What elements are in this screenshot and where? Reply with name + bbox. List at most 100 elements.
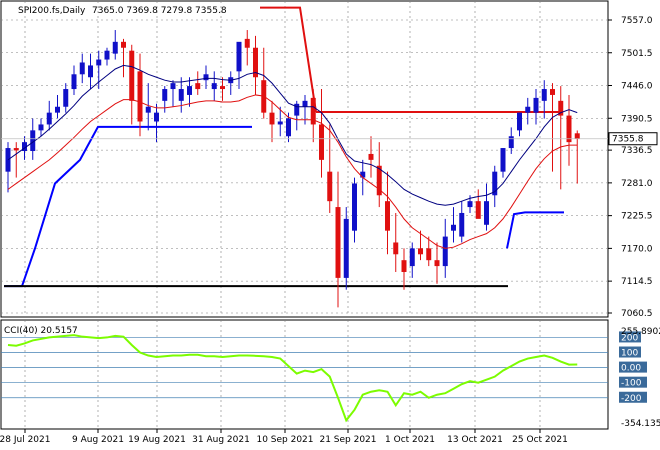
date-tick-label: 10 Sep 2021 [256, 435, 313, 445]
candle-body [203, 74, 209, 81]
candle-body [409, 248, 415, 267]
candle-body [360, 171, 366, 178]
ma-slow-line [7, 94, 578, 249]
candle-body [145, 106, 151, 113]
candle-body [286, 118, 291, 137]
candle-body [451, 224, 456, 231]
cci-level-box [619, 361, 647, 373]
date-tick-label: 1 Oct 2021 [385, 435, 435, 445]
date-tick-label: 21 Sep 2021 [319, 435, 376, 445]
date-tick-label: 13 Oct 2021 [447, 435, 503, 445]
candle-body [129, 50, 135, 101]
candle-body [195, 83, 201, 90]
candle-body [162, 89, 168, 101]
candle-body [121, 41, 126, 48]
candle-body [211, 83, 217, 90]
candle-body [236, 41, 242, 72]
candle-body [376, 165, 382, 196]
candle-body [46, 112, 52, 125]
price-tick-label: 7446.0 [621, 82, 653, 92]
candle-body [112, 41, 118, 54]
price-tick-label: 7336.5 [621, 146, 653, 156]
candle-body [154, 112, 159, 122]
candle-body [137, 71, 143, 122]
symbol-label: SPI200.fs,Daily [18, 6, 86, 16]
candle-body [310, 97, 316, 125]
candle-body [492, 171, 498, 196]
candle-body [517, 112, 522, 131]
cci-panel [0, 319, 609, 430]
candle-body [104, 50, 110, 60]
candle-body [525, 106, 531, 113]
candle-body [401, 260, 407, 272]
cci-level-box [619, 346, 641, 358]
candle-body [426, 248, 432, 261]
candle-body [500, 148, 506, 172]
candle-body [220, 86, 225, 90]
axes: 7557.0 7501.5 7446.0 7390.5 7336.5 7281.0 7225… [0, 16, 658, 445]
candle-body [533, 97, 539, 113]
date-tick-label: 28 Jul 2021 [0, 435, 50, 445]
candle-body [302, 100, 308, 107]
candle-body [566, 115, 572, 143]
candle-body [352, 183, 357, 231]
candle-body [253, 47, 258, 78]
level-lines [4, 6, 564, 288]
candle-body [418, 248, 423, 255]
candle-body [459, 212, 465, 237]
candle-body [13, 148, 19, 151]
price-tick-label: 7557.0 [621, 16, 653, 26]
price-tick-label: 7170.0 [621, 244, 653, 254]
candle-body [484, 201, 489, 225]
ohlc-label: 7365.0 7369.8 7279.8 7355.8 [92, 6, 227, 16]
current-price-label: 7355.8 [612, 135, 644, 145]
candle-body [508, 136, 514, 149]
candle-body [71, 74, 77, 90]
cci-indicator [7, 334, 578, 423]
candle-body [22, 142, 27, 152]
resistance-line-upper [260, 6, 317, 113]
price-tick-label: 7114.5 [621, 277, 653, 287]
candle-body [475, 201, 481, 219]
price-tick-label: 7225.5 [621, 212, 653, 222]
candle-body [79, 62, 85, 75]
candle-body [96, 59, 102, 66]
moving-averages [7, 64, 578, 249]
cci-level-label: 200 [621, 333, 638, 343]
candle-body [38, 124, 44, 131]
cci-level-box [619, 331, 641, 343]
candle-body [434, 260, 440, 267]
date-tick-label: 31 Aug 2021 [192, 435, 250, 445]
candle-body [467, 201, 473, 208]
candle-body [442, 236, 448, 267]
candle-body [187, 86, 192, 95]
candle-body [63, 89, 69, 107]
candle-body [269, 112, 275, 125]
support-line-recent [506, 211, 564, 249]
candle-body [368, 153, 374, 160]
candle-body [335, 207, 341, 278]
candle-body [393, 242, 399, 255]
price-panel [0, 0, 609, 318]
current-price-box [608, 132, 658, 146]
cci-top-value: 255.8902 [621, 327, 660, 337]
cci-level-label: -200 [621, 394, 642, 404]
cci-level-box [619, 376, 647, 388]
cci-label: CCI(40) 20.5157 [4, 326, 78, 336]
candle-body [541, 89, 547, 101]
price-tick-label: 7060.5 [621, 309, 653, 319]
candle-body [277, 121, 283, 125]
cci-line [7, 334, 578, 423]
candle-body [327, 171, 333, 202]
candle-body [244, 38, 250, 48]
date-tick-label: 19 Aug 2021 [128, 435, 186, 445]
candle-body [30, 130, 36, 152]
date-tick-label: 25 Oct 2021 [512, 435, 568, 445]
candle-body [319, 124, 324, 160]
candle-body [343, 218, 349, 278]
candle-body [170, 83, 176, 90]
candle-body [178, 89, 184, 101]
price-tick-label: 7281.0 [621, 179, 653, 189]
candle-body [55, 106, 60, 113]
